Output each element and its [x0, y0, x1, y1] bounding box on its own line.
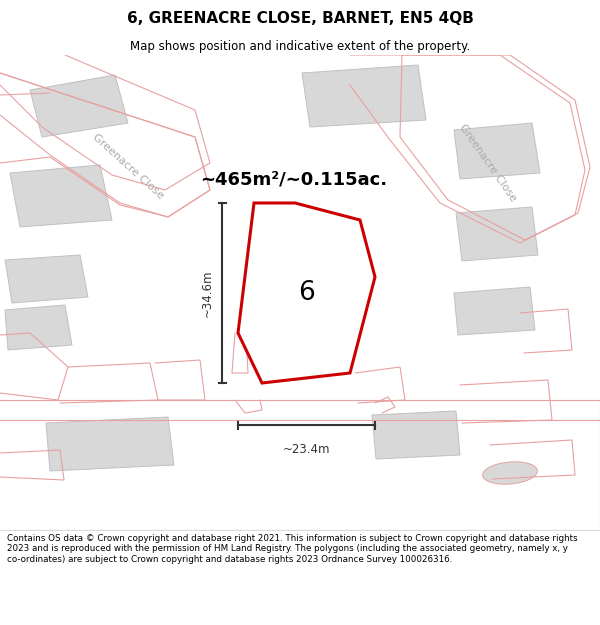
Text: ~23.4m: ~23.4m [282, 443, 330, 456]
Polygon shape [456, 207, 538, 261]
Polygon shape [302, 65, 426, 127]
Polygon shape [5, 305, 72, 350]
Text: 6: 6 [298, 280, 314, 306]
Text: Contains OS data © Crown copyright and database right 2021. This information is : Contains OS data © Crown copyright and d… [7, 534, 578, 564]
Text: Greenacre Close: Greenacre Close [458, 122, 518, 204]
Polygon shape [46, 417, 174, 471]
Polygon shape [454, 123, 540, 179]
Polygon shape [454, 287, 535, 335]
Text: 6, GREENACRE CLOSE, BARNET, EN5 4QB: 6, GREENACRE CLOSE, BARNET, EN5 4QB [127, 11, 473, 26]
Text: ~465m²/~0.115ac.: ~465m²/~0.115ac. [200, 170, 387, 188]
Text: Map shows position and indicative extent of the property.: Map shows position and indicative extent… [130, 39, 470, 52]
Text: Greenacre Close: Greenacre Close [91, 132, 166, 201]
Polygon shape [5, 255, 88, 303]
Polygon shape [10, 165, 112, 227]
Ellipse shape [482, 462, 538, 484]
Text: ~34.6m: ~34.6m [200, 269, 214, 317]
Polygon shape [372, 411, 460, 459]
Polygon shape [30, 75, 128, 137]
Polygon shape [238, 203, 375, 383]
